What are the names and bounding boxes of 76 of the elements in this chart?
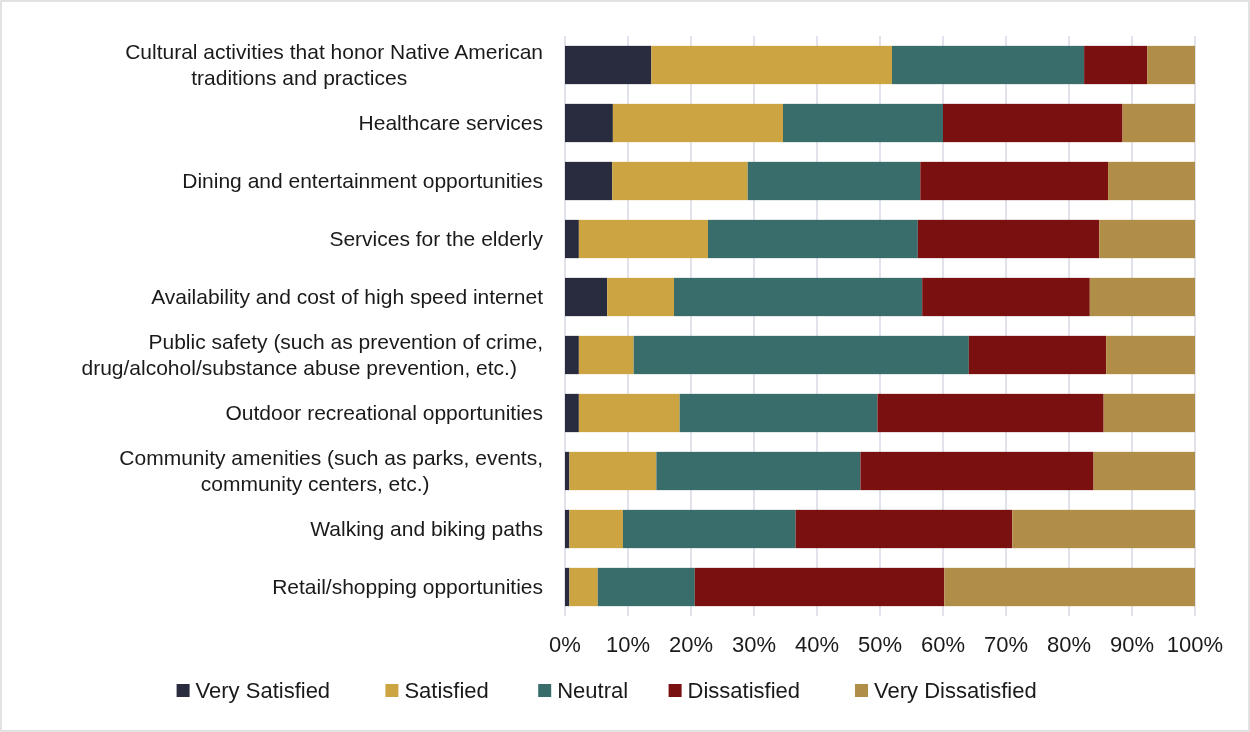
x-tick-label: 60% — [920, 632, 966, 657]
bar — [694, 567, 945, 607]
y-tick-label: Dining and entertainment opportunities — [182, 169, 543, 192]
bar — [565, 45, 652, 85]
bar — [612, 103, 783, 143]
legend-label: Neutral — [557, 678, 629, 703]
bar — [917, 219, 1100, 259]
bar — [920, 161, 1109, 201]
y-tick-label: Walking and biking paths — [310, 517, 543, 540]
bar — [747, 161, 921, 201]
bar — [569, 509, 623, 549]
x-tick-label: 70% — [983, 632, 1029, 657]
bar — [565, 161, 613, 201]
bar — [612, 161, 748, 201]
bar — [1106, 335, 1195, 375]
y-tick-label: Availability and cost of high speed internet — [151, 285, 544, 308]
bar — [565, 393, 579, 433]
bar — [578, 393, 680, 433]
bar — [679, 393, 878, 433]
bar — [1012, 509, 1195, 549]
y-tick-label: Retail/shopping opportunities — [272, 575, 543, 598]
bar — [565, 335, 579, 375]
bar — [607, 277, 674, 317]
bar — [569, 451, 657, 491]
bar — [782, 103, 943, 143]
bar — [565, 277, 608, 317]
bar — [795, 509, 1013, 549]
x-tick-label: 10% — [605, 632, 651, 657]
bar — [1147, 45, 1195, 85]
bar — [651, 45, 892, 85]
y-tick-label: Cultural activities that honor Native American traditions and practices — [125, 40, 543, 89]
bar — [656, 451, 861, 491]
bar — [1108, 161, 1195, 201]
legend-label: Very Satisfied — [195, 678, 331, 703]
bar — [578, 335, 634, 375]
y-tick-label: Services for the elderly — [329, 227, 544, 250]
bar — [968, 335, 1107, 375]
bar — [597, 567, 695, 607]
legend-label: Very Dissatisfied — [874, 678, 1037, 703]
legend-label: Dissatisfied — [687, 678, 801, 703]
bar — [565, 103, 613, 143]
y-tick-label: Healthcare services — [358, 111, 543, 134]
bar — [922, 277, 1090, 317]
x-tick-label: 30% — [731, 632, 777, 657]
bar — [565, 509, 570, 549]
bar — [1084, 45, 1148, 85]
bar — [891, 45, 1085, 85]
bar — [943, 103, 1123, 143]
x-tick-label: 0% — [549, 632, 581, 657]
y-tick-label: Public safety (such as prevention of crime, drug/alcohol/substance abuse prevention, etc.) — [81, 330, 543, 379]
bar — [622, 509, 796, 549]
bar — [578, 219, 709, 259]
bar — [569, 567, 598, 607]
bar — [673, 277, 923, 317]
bar — [565, 567, 570, 607]
bar — [633, 335, 969, 375]
bar — [1089, 277, 1195, 317]
bar — [944, 567, 1195, 607]
bar — [1093, 451, 1195, 491]
bar — [1103, 393, 1195, 433]
x-tick-label: 50% — [857, 632, 903, 657]
x-tick-label: 80% — [1046, 632, 1092, 657]
x-tick-label: 20% — [668, 632, 714, 657]
bar — [565, 451, 570, 491]
bar — [565, 219, 579, 259]
y-tick-label: Outdoor recreational opportunities — [225, 401, 543, 424]
x-tick-label: 40% — [794, 632, 840, 657]
x-tick-label: 100% — [1166, 632, 1224, 657]
x-tick-label: 90% — [1109, 632, 1155, 657]
y-tick-label: Community amenities (such as parks, events, community centers, etc.) — [119, 446, 543, 495]
bar — [860, 451, 1094, 491]
bar — [708, 219, 918, 259]
legend-label: Satisfied — [404, 678, 489, 703]
bar — [877, 393, 1104, 433]
bar — [1122, 103, 1195, 143]
bar — [1099, 219, 1195, 259]
